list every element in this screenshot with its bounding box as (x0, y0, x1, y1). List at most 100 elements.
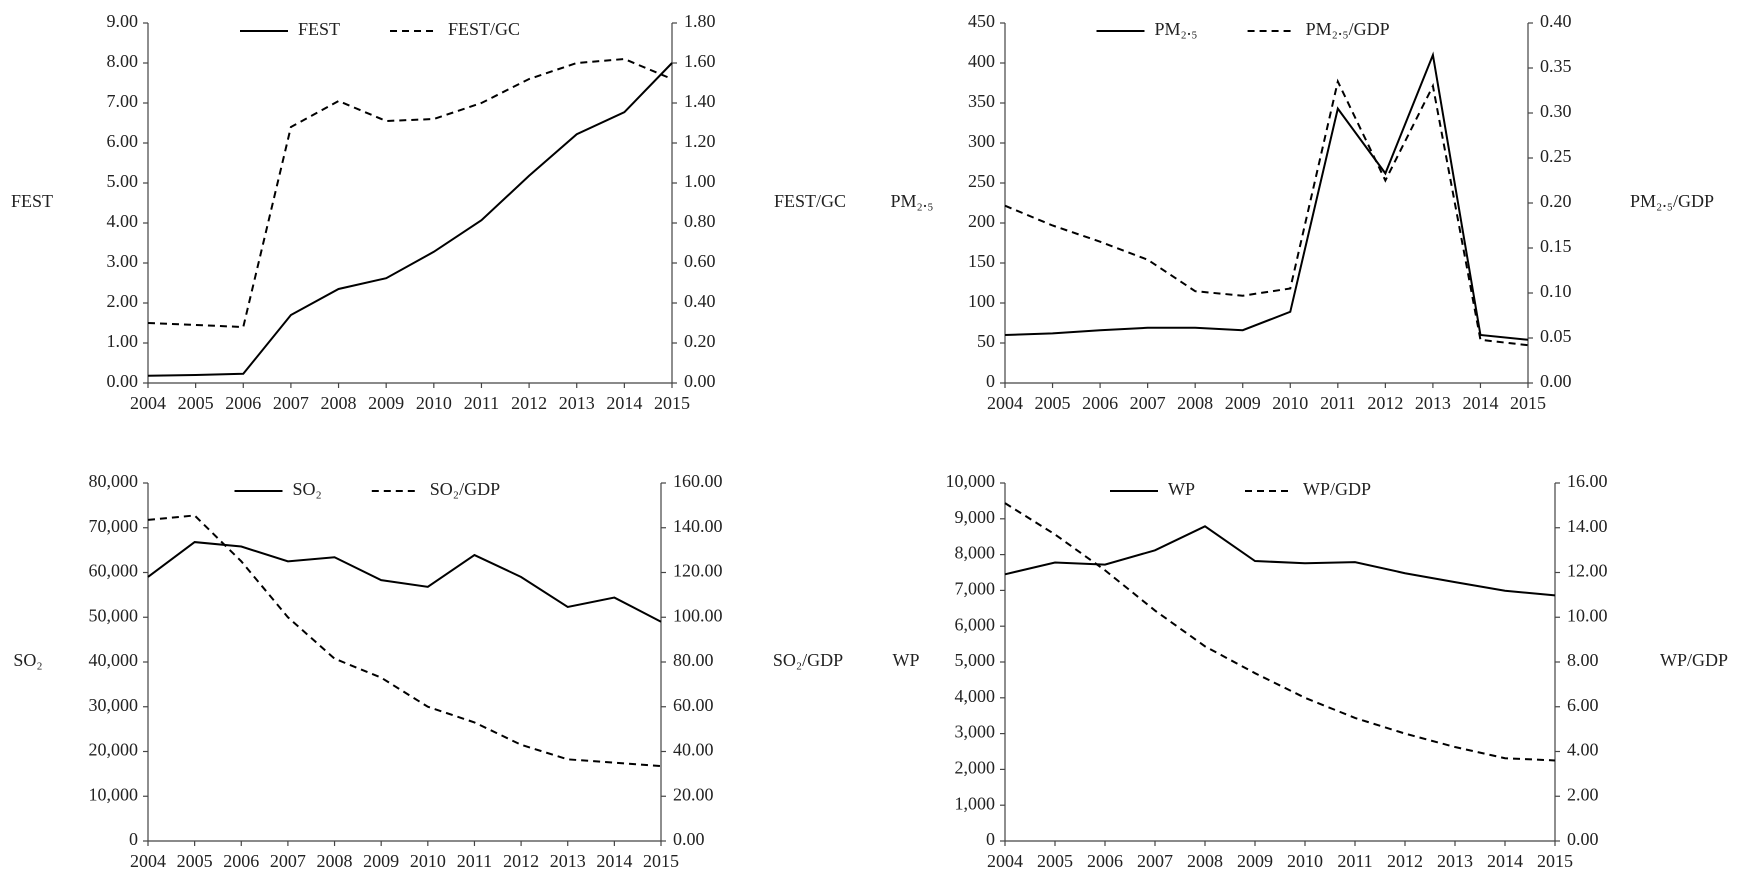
y-tick-label: 4.00 (107, 211, 139, 231)
y-tick-label: 1.00 (107, 331, 139, 351)
chart-panel: 0 1,000 2,000 3,000 4,000 5,000 6,000 7,000 8,00… (893, 471, 1729, 871)
y2-tick-label: 0.40 (684, 291, 716, 311)
x-tick-label: 2010 (1287, 851, 1323, 871)
y-tick-label: 40,000 (89, 650, 139, 670)
y2-tick-label: 2.00 (1567, 784, 1599, 804)
y2-tick-label: 14.00 (1567, 516, 1608, 536)
series-line (1004, 78, 1529, 347)
x-tick-label: 2006 (1087, 851, 1123, 871)
y2-axis-title: FEST/GC (774, 191, 846, 211)
x-tick-label: 2006 (1082, 393, 1118, 413)
x-tick-label: 2005 (1035, 393, 1071, 413)
x-tick-label: 2005 (178, 393, 214, 413)
y-tick-label: 200 (968, 211, 995, 231)
y-tick-label: 100 (968, 291, 995, 311)
x-tick-label: 2013 (1437, 851, 1473, 871)
y2-tick-label: 140.00 (673, 516, 723, 536)
y-tick-label: 10,000 (946, 471, 996, 491)
y-tick-label: 8,000 (955, 543, 996, 563)
y-tick-label: 5,000 (955, 650, 996, 670)
chart-panel: 0.00 1.00 2.00 3.00 4.00 5.00 6.00 7.00 8.00 9.00… (11, 11, 846, 413)
x-tick-label: 2008 (317, 851, 353, 871)
y-tick-label: 1,000 (955, 793, 996, 813)
y-tick-label: 400 (968, 51, 995, 71)
series-line (147, 57, 673, 329)
y-tick-label: 300 (968, 131, 995, 151)
legend-label: PM₂.₅ (1155, 19, 1198, 39)
y2-tick-label: 0.15 (1540, 236, 1572, 256)
legend-label: SO₂/GDP (430, 479, 500, 499)
y-tick-label: 4,000 (955, 686, 996, 706)
x-tick-label: 2009 (368, 393, 404, 413)
y-tick-label: 8.00 (107, 51, 139, 71)
y2-tick-label: 1.80 (684, 11, 716, 31)
x-tick-label: 2013 (550, 851, 586, 871)
y-tick-label: 0.00 (107, 371, 139, 391)
y2-tick-label: 1.60 (684, 51, 716, 71)
y2-tick-label: 20.00 (673, 784, 714, 804)
x-tick-label: 2009 (1237, 851, 1273, 871)
y-axis-title: WP (893, 650, 920, 670)
x-tick-label: 2004 (130, 393, 166, 413)
x-tick-label: 2005 (177, 851, 213, 871)
series-line (1004, 51, 1529, 341)
series-line (147, 62, 673, 377)
y2-tick-label: 0.35 (1540, 56, 1572, 76)
y2-tick-label: 80.00 (673, 650, 714, 670)
y-tick-label: 150 (968, 251, 995, 271)
y-tick-label: 350 (968, 91, 995, 111)
legend-label: PM₂.₅/GDP (1306, 19, 1390, 39)
x-tick-label: 2011 (457, 851, 492, 871)
series-line (1004, 502, 1556, 762)
x-tick-label: 2009 (1225, 393, 1261, 413)
y2-tick-label: 0.05 (1540, 326, 1572, 346)
y2-tick-label: 0.00 (1540, 371, 1572, 391)
y2-tick-label: 4.00 (1567, 740, 1599, 760)
y-tick-label: 5.00 (107, 171, 139, 191)
y2-tick-label: 0.10 (1540, 281, 1572, 301)
y-tick-label: 0 (986, 371, 995, 391)
y2-tick-label: 12.00 (1567, 561, 1608, 581)
y-tick-label: 250 (968, 171, 995, 191)
x-tick-label: 2012 (511, 393, 547, 413)
x-tick-label: 2010 (1272, 393, 1308, 413)
legend: FEST FEST/GC (240, 19, 520, 39)
y-tick-label: 70,000 (89, 516, 139, 536)
x-tick-label: 2011 (1320, 393, 1355, 413)
series-line (147, 541, 662, 623)
y2-tick-label: 0.40 (1540, 11, 1572, 31)
x-tick-label: 2007 (1137, 851, 1173, 871)
x-tick-label: 2007 (270, 851, 306, 871)
x-tick-label: 2014 (1487, 851, 1523, 871)
y2-tick-label: 40.00 (673, 740, 714, 760)
y2-axis-title: WP/GDP (1660, 650, 1728, 670)
y2-tick-label: 120.00 (673, 561, 723, 581)
y-tick-label: 7.00 (107, 91, 139, 111)
x-tick-label: 2015 (643, 851, 679, 871)
y2-tick-label: 1.00 (684, 171, 716, 191)
x-tick-label: 2004 (987, 851, 1023, 871)
legend-label: WP (1168, 479, 1195, 499)
x-tick-label: 2015 (654, 393, 690, 413)
y2-tick-label: 1.20 (684, 131, 716, 151)
y2-tick-label: 60.00 (673, 695, 714, 715)
y2-tick-label: 0.00 (673, 829, 705, 849)
x-tick-label: 2008 (1177, 393, 1213, 413)
y2-tick-label: 8.00 (1567, 650, 1599, 670)
legend-label: FEST (298, 19, 340, 39)
x-tick-label: 2005 (1037, 851, 1073, 871)
y-tick-label: 3.00 (107, 251, 139, 271)
x-tick-label: 2015 (1537, 851, 1573, 871)
x-tick-label: 2010 (410, 851, 446, 871)
x-tick-label: 2006 (223, 851, 259, 871)
y-tick-label: 0 (986, 829, 995, 849)
y-tick-label: 20,000 (89, 740, 139, 760)
y-tick-label: 30,000 (89, 695, 139, 715)
y-tick-label: 9.00 (107, 11, 139, 31)
y2-axis-title: SO₂/GDP (773, 650, 843, 670)
y2-axis-title: PM₂.₅/GDP (1630, 191, 1714, 211)
x-tick-label: 2006 (225, 393, 261, 413)
x-tick-label: 2013 (559, 393, 595, 413)
legend: SO₂ SO₂/GDP (234, 479, 500, 499)
